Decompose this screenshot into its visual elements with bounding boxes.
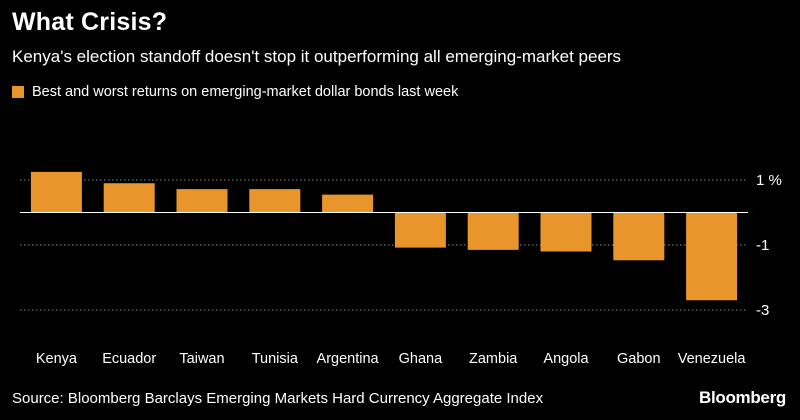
y-axis-ticks: 1 % -1 -3 — [756, 172, 782, 319]
x-label-zambia: Zambia — [469, 351, 518, 367]
bars — [30, 171, 738, 301]
x-label-ecuador: Ecuador — [102, 351, 156, 367]
bar-zambia — [467, 212, 519, 250]
bar-taiwan — [176, 189, 228, 213]
source-note: Source: Bloomberg Barclays Emerging Mark… — [12, 390, 544, 407]
x-label-gabon: Gabon — [617, 351, 661, 367]
chart-title: What Crisis? — [12, 8, 168, 36]
x-label-taiwan: Taiwan — [179, 351, 224, 367]
x-label-ghana: Ghana — [399, 351, 443, 367]
x-label-kenya: Kenya — [36, 351, 78, 367]
bar-tunisia — [249, 189, 301, 213]
y-tick-label: 1 % — [756, 172, 782, 189]
bar-ghana — [394, 212, 446, 248]
y-tick-label: -1 — [756, 237, 769, 254]
bar-venezuela — [686, 212, 738, 301]
x-label-argentina: Argentina — [317, 351, 380, 367]
x-axis-labels: Kenya Ecuador Taiwan Tunisia Argentina Ghana Z… — [36, 351, 747, 367]
x-label-tunisia: Tunisia — [252, 351, 299, 367]
x-label-venezuela: Venezuela — [678, 351, 747, 367]
gridlines — [20, 179, 748, 311]
bar-angola — [540, 212, 592, 252]
bar-kenya — [30, 171, 82, 213]
legend-swatch — [12, 86, 24, 98]
bar-argentina — [322, 194, 374, 213]
x-label-angola: Angola — [543, 351, 589, 367]
bar-gabon — [613, 212, 665, 261]
bar-ecuador — [103, 183, 155, 213]
legend-label: Best and worst returns on emerging-marke… — [32, 84, 459, 100]
chart-subtitle: Kenya's election standoff doesn't stop i… — [12, 47, 622, 66]
legend: Best and worst returns on emerging-marke… — [12, 84, 458, 100]
bloomberg-logo: Bloomberg — [698, 388, 786, 407]
y-tick-label: -3 — [756, 302, 769, 319]
